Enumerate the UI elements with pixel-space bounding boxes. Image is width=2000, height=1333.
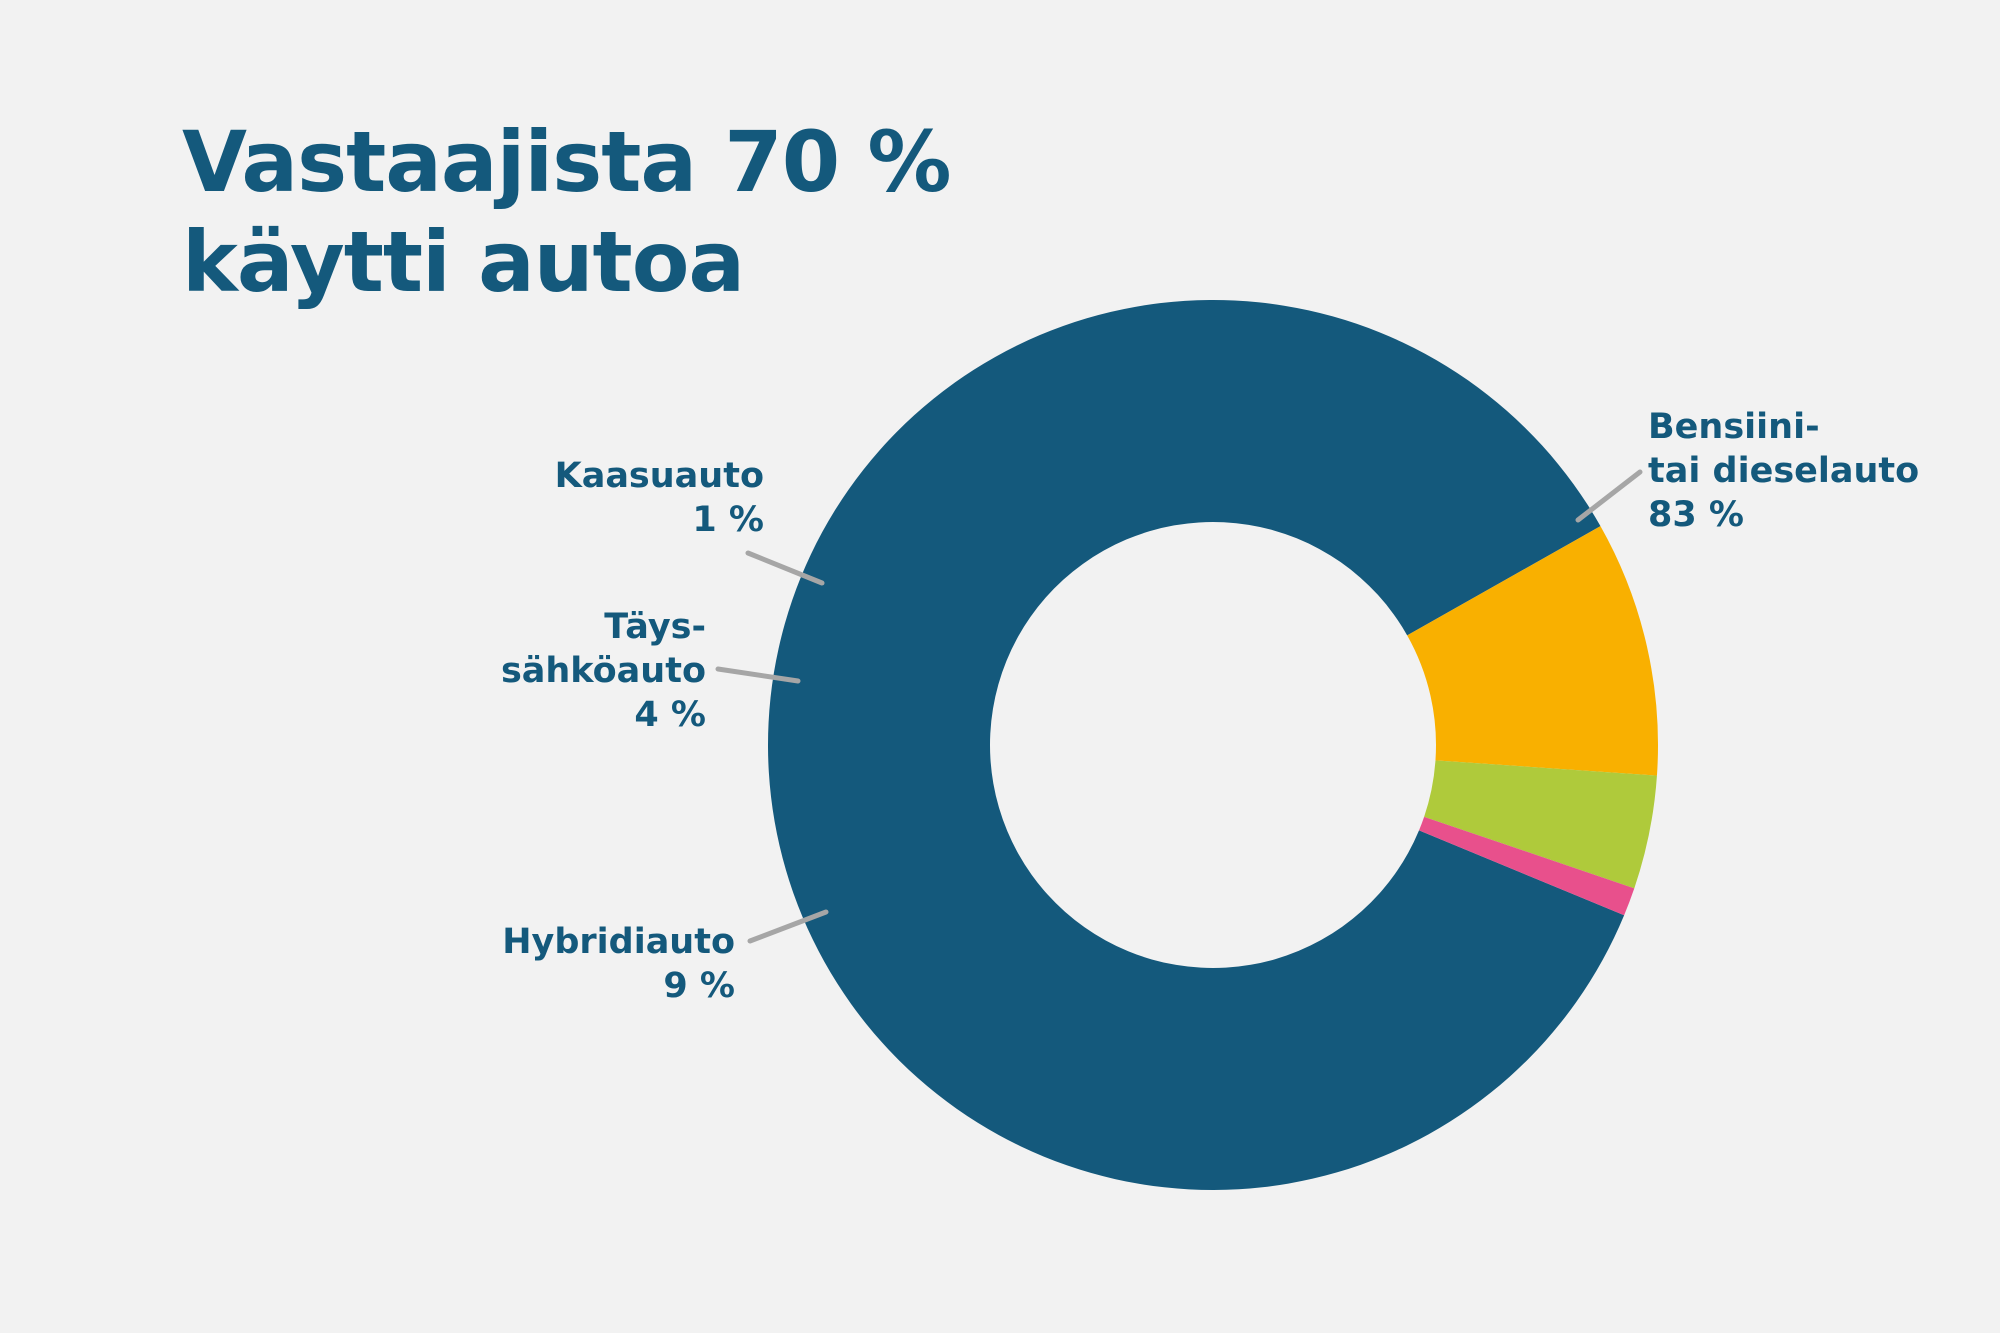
slice-4 <box>1419 816 1635 916</box>
slice-name-line: Bensiini- <box>1648 407 1820 447</box>
leader-line-3 <box>715 666 801 684</box>
slice-name-line: sähköauto <box>501 651 706 691</box>
slice-label-4: Kaasuauto 1 % <box>555 456 764 540</box>
slice-name-line: Kaasuauto <box>555 456 764 496</box>
slice-value-label: 83 % <box>1648 495 1744 535</box>
slice-2 <box>1407 526 1658 776</box>
slice-value-label: 1 % <box>692 500 764 540</box>
slice-name-line: Täys- <box>604 607 706 647</box>
title-line-1: Vastaajista 70 % <box>182 113 952 211</box>
title-line-2: käytti autoa <box>182 213 745 311</box>
slice-3 <box>1424 760 1657 889</box>
slice-name-line: tai dieselauto <box>1648 451 1919 491</box>
leader-line-1 <box>1575 469 1643 523</box>
slice-name-line: Hybridiauto <box>502 922 735 962</box>
slices <box>768 299 1658 1191</box>
slice-label-3: Täys-sähköauto 4 % <box>501 607 706 735</box>
chart-title: Vastaajista 70 % käytti autoa <box>182 112 952 312</box>
leader-lines <box>715 469 1643 944</box>
slice-value-label: 4 % <box>634 695 706 735</box>
slice-1 <box>768 299 1625 1191</box>
leader-line-4 <box>745 550 825 586</box>
slice-value-label: 9 % <box>663 966 735 1006</box>
slice-label-2: Hybridiauto 9 % <box>502 922 735 1006</box>
leader-line-2 <box>747 909 829 944</box>
slice-labels: Bensiini-tai dieselauto 83 % Hybridiauto 9 … <box>501 407 1919 1006</box>
slice-label-1: Bensiini-tai dieselauto 83 % <box>1648 407 1919 535</box>
